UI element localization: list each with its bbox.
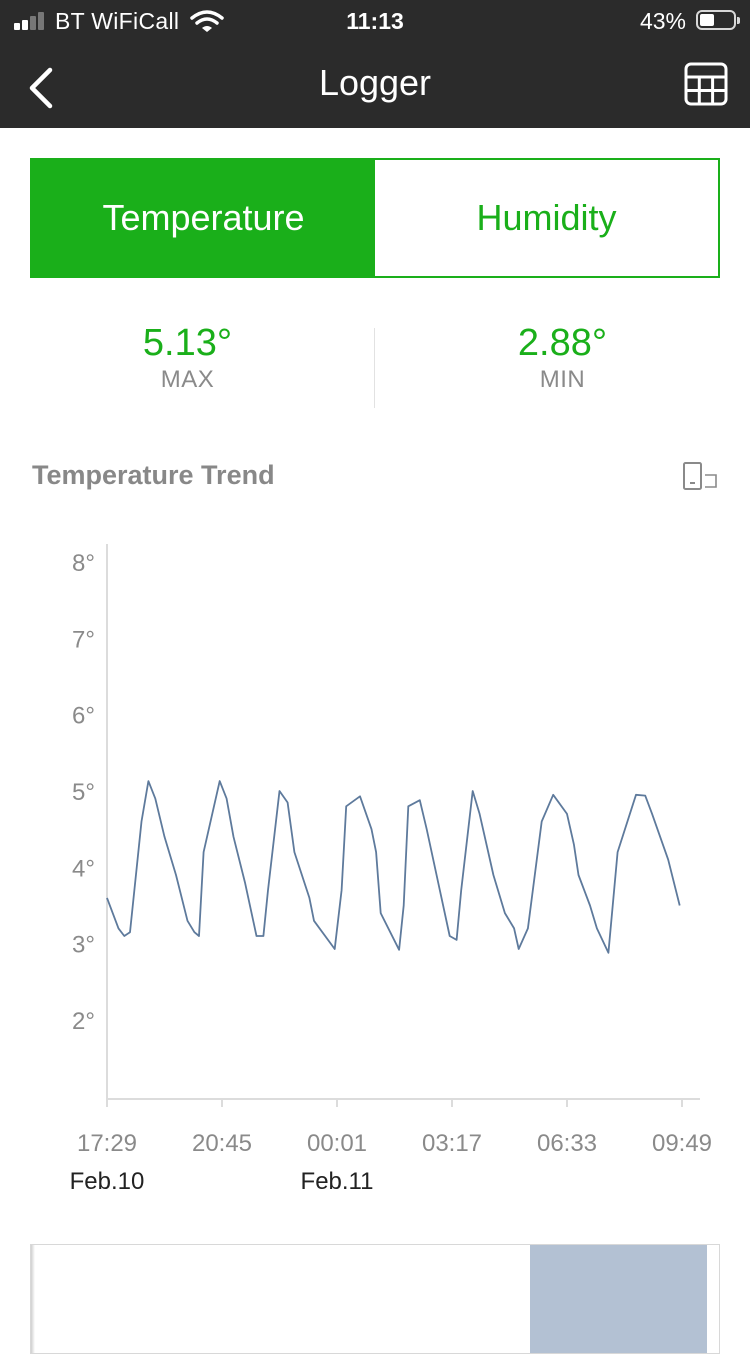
y-tick-label: 3° [72, 932, 95, 959]
rotate-screen-icon[interactable] [682, 461, 718, 491]
table-grid-icon[interactable] [684, 62, 728, 106]
battery-percent: 43% [639, 8, 686, 34]
x-tick-label: 03:17 [422, 1130, 482, 1157]
app-header: BT WiFiCall 11:13 43% Logger [0, 0, 750, 128]
y-tick-label: 8° [72, 550, 95, 577]
status-time: 11:13 [346, 8, 404, 34]
back-chevron-icon[interactable] [22, 62, 62, 114]
trend-title: Temperature Trend [32, 460, 275, 490]
battery-icon [696, 10, 740, 30]
chart-navigator[interactable] [30, 1244, 720, 1354]
max-value: 5.13° [142, 322, 233, 364]
y-tick-label: 2° [72, 1008, 95, 1035]
temperature-series-line [106, 780, 681, 954]
x-tick-label: 20:45 [192, 1130, 252, 1157]
x-tick-label: 09:49 [652, 1130, 712, 1157]
y-tick-label: 7° [72, 626, 95, 653]
page-title: Logger [318, 62, 432, 103]
navigator-range-window[interactable] [529, 1245, 708, 1353]
metric-tabs: Temperature Humidity [30, 158, 720, 278]
tab-humidity[interactable]: Humidity [375, 160, 718, 276]
stats-summary: 5.13° MAX 2.88° MIN [0, 320, 750, 410]
status-bar: BT WiFiCall 11:13 43% [0, 0, 750, 42]
max-label: MAX [160, 366, 215, 393]
min-label: MIN [539, 366, 586, 393]
x-tick-label: 06:33 [537, 1130, 597, 1157]
y-tick-label: 4° [72, 855, 95, 882]
y-tick-label: 6° [72, 703, 95, 730]
cellular-signal-icon [14, 12, 50, 30]
x-date-label: Feb.10 [70, 1168, 145, 1195]
y-tick-label: 5° [72, 779, 95, 806]
min-stat: 2.88° MIN [375, 320, 750, 394]
tab-temperature[interactable]: Temperature [32, 160, 375, 276]
x-tick-label: 00:01 [307, 1130, 367, 1157]
max-stat: 5.13° MAX [0, 320, 375, 394]
x-date-label: Feb.11 [301, 1168, 374, 1195]
carrier-name: BT WiFiCall [55, 8, 180, 34]
stats-divider [374, 328, 375, 408]
navigator-left-edge [31, 1245, 35, 1353]
wifi-icon [190, 10, 224, 32]
min-value: 2.88° [517, 322, 608, 364]
temperature-trend-chart[interactable]: 2° 3° 4° 5° 6° 7° 8° 17:29 Feb.10 20:45 00:01 Feb.1… [0, 520, 750, 1210]
x-tick-label: 17:29 [77, 1130, 137, 1157]
